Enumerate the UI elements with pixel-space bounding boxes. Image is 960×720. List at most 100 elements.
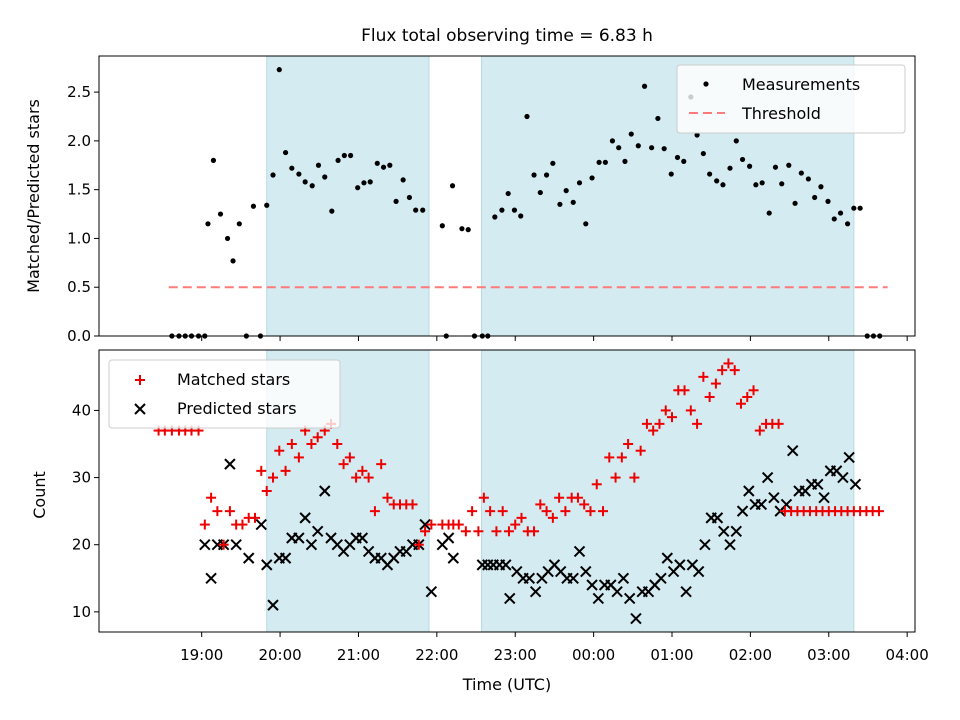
predicted-marker	[573, 545, 586, 558]
predicted-marker-b	[755, 498, 768, 511]
matched-marker	[560, 506, 571, 517]
predicted-marker-b	[224, 458, 236, 470]
measurement-point	[210, 157, 217, 163]
predicted-marker-b	[554, 565, 567, 578]
measurement-point	[492, 214, 498, 220]
matched-marker	[357, 465, 368, 476]
matched-marker	[648, 425, 659, 436]
predicted-marker-b	[375, 552, 387, 564]
matched-marker	[256, 465, 267, 476]
predicted-marker-b	[605, 579, 617, 591]
bottom-y-tick-label: 40	[72, 401, 91, 419]
measurement-point	[309, 183, 315, 189]
matched-marker	[510, 519, 521, 530]
matched-marker	[698, 371, 709, 382]
predicted-marker	[812, 478, 824, 490]
predicted-marker-b	[849, 478, 862, 490]
predicted-marker-b	[425, 586, 438, 598]
predicted-marker-b	[362, 545, 375, 558]
measurement-point	[635, 143, 641, 149]
matched-marker	[616, 452, 627, 463]
chart-title: Flux total observing time = 6.83 h	[361, 26, 653, 46]
matched-marker	[585, 506, 596, 517]
matched-marker	[224, 506, 235, 517]
predicted-marker	[655, 572, 667, 584]
measurement-point	[400, 177, 406, 183]
matched-marker	[667, 412, 678, 423]
measurement-point	[406, 194, 413, 201]
measurement-point	[289, 165, 295, 171]
matched-marker	[478, 492, 489, 503]
measurement-point	[550, 160, 556, 166]
predicted-marker-b	[255, 518, 267, 531]
predicted-marker-b	[580, 565, 592, 578]
matched-marker	[382, 492, 393, 503]
x-tick-label: 21:00	[337, 646, 380, 664]
measurement-point	[733, 138, 739, 144]
bottom-observing-spans	[266, 349, 855, 633]
predicted-marker	[592, 592, 605, 605]
measurement-point	[367, 179, 373, 185]
matched-marker	[280, 465, 291, 476]
measurement-point	[622, 158, 628, 164]
measurement-point	[361, 180, 367, 186]
measurement-point	[250, 203, 257, 209]
predicted-marker-b	[419, 518, 431, 531]
matched-marker	[579, 499, 590, 510]
measurement-point	[628, 131, 634, 137]
measurement-point	[465, 227, 471, 233]
matched-marker	[635, 445, 646, 456]
measurement-point	[570, 199, 576, 205]
legend-predicted-marker	[134, 403, 146, 415]
predicted-marker-b	[692, 565, 705, 578]
measurement-point	[707, 171, 713, 177]
bottom-panel: 10 20 30 40 19:00 20:00 21:00 22:00 23:00 00:00 0…	[30, 349, 929, 694]
measurement-point	[766, 210, 772, 216]
measurement-point	[393, 198, 399, 204]
matched-marker	[572, 492, 583, 503]
predicted-marker	[661, 552, 674, 564]
top-y-tick-label: 2.5	[67, 83, 91, 101]
measurement-point	[747, 163, 753, 169]
predicted-marker-b	[299, 512, 311, 524]
matched-marker	[679, 385, 690, 396]
matched-marker	[249, 512, 260, 523]
predicted-marker	[305, 539, 318, 551]
predicted-marker	[529, 586, 542, 598]
predicted-marker	[293, 532, 305, 544]
measurement-point	[217, 211, 224, 217]
predicted-marker	[504, 592, 516, 605]
predicted-markers	[199, 445, 862, 625]
predicted-marker	[205, 572, 217, 584]
matched-marker	[704, 392, 715, 402]
matched-marker	[710, 378, 721, 389]
predicted-marker	[843, 451, 855, 464]
predicted-marker	[623, 592, 636, 605]
matched-marker	[598, 506, 609, 517]
x-tick-label: 04:00	[886, 646, 929, 664]
predicted-marker-b	[837, 471, 849, 484]
predicted-marker-b	[787, 445, 799, 457]
measurement-point	[786, 162, 792, 168]
predicted-marker-b	[548, 559, 561, 571]
top-y-tick-label: 1.5	[67, 181, 91, 199]
matched-marker	[199, 519, 210, 530]
x-tick-label: 01:00	[650, 646, 693, 664]
measurement-point	[753, 182, 759, 188]
legend-threshold-label: Threshold	[741, 104, 821, 123]
measurement-point	[505, 190, 511, 197]
matched-marker	[363, 472, 374, 483]
predicted-marker-b	[661, 552, 674, 564]
top-y-tick-label: 0.0	[67, 327, 91, 345]
measurement-point	[583, 221, 589, 227]
predicted-marker-b	[199, 539, 211, 551]
measurement-point	[779, 181, 785, 187]
predicted-marker-b	[267, 599, 279, 611]
bottom-legend-box	[108, 359, 341, 429]
matched-marker	[407, 499, 418, 510]
matched-marker	[332, 439, 343, 449]
measurement-point	[700, 150, 706, 157]
legend-matched-label: Matched stars	[177, 370, 290, 389]
measurement-point	[459, 226, 465, 232]
